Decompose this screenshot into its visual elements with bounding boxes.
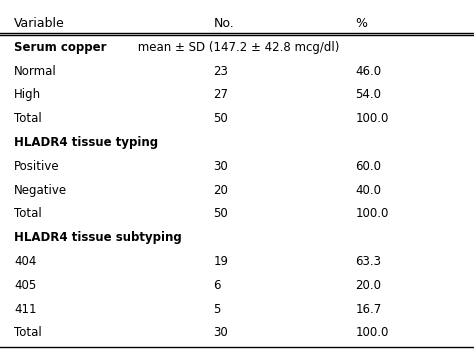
Text: HLADR4 tissue typing: HLADR4 tissue typing [14,136,158,149]
Text: Positive: Positive [14,160,60,173]
Text: Total: Total [14,327,42,340]
Text: Serum copper: Serum copper [14,41,107,54]
Text: 100.0: 100.0 [356,112,389,125]
Text: Normal: Normal [14,65,57,78]
Text: mean ± SD (147.2 ± 42.8 mcg/dl): mean ± SD (147.2 ± 42.8 mcg/dl) [134,41,339,54]
Text: 20: 20 [213,184,228,197]
Text: 54.0: 54.0 [356,89,382,101]
Text: 50: 50 [213,112,228,125]
Text: 6: 6 [213,279,221,292]
Text: 5: 5 [213,303,221,316]
Text: 100.0: 100.0 [356,208,389,220]
Text: Variable: Variable [14,17,65,30]
Text: 60.0: 60.0 [356,160,382,173]
Text: Total: Total [14,208,42,220]
Text: 16.7: 16.7 [356,303,382,316]
Text: Total: Total [14,112,42,125]
Text: High: High [14,89,41,101]
Text: 100.0: 100.0 [356,327,389,340]
Text: 30: 30 [213,327,228,340]
Text: Negative: Negative [14,184,67,197]
Text: HLADR4 tissue subtyping: HLADR4 tissue subtyping [14,231,182,244]
Text: 46.0: 46.0 [356,65,382,78]
Text: 23: 23 [213,65,228,78]
Text: 30: 30 [213,160,228,173]
Text: 27: 27 [213,89,228,101]
Text: 40.0: 40.0 [356,184,382,197]
Text: No.: No. [213,17,234,30]
Text: 63.3: 63.3 [356,255,382,268]
Text: %: % [356,17,367,30]
Text: 405: 405 [14,279,36,292]
Text: 411: 411 [14,303,36,316]
Text: 20.0: 20.0 [356,279,382,292]
Text: 404: 404 [14,255,36,268]
Text: 50: 50 [213,208,228,220]
Text: 19: 19 [213,255,228,268]
